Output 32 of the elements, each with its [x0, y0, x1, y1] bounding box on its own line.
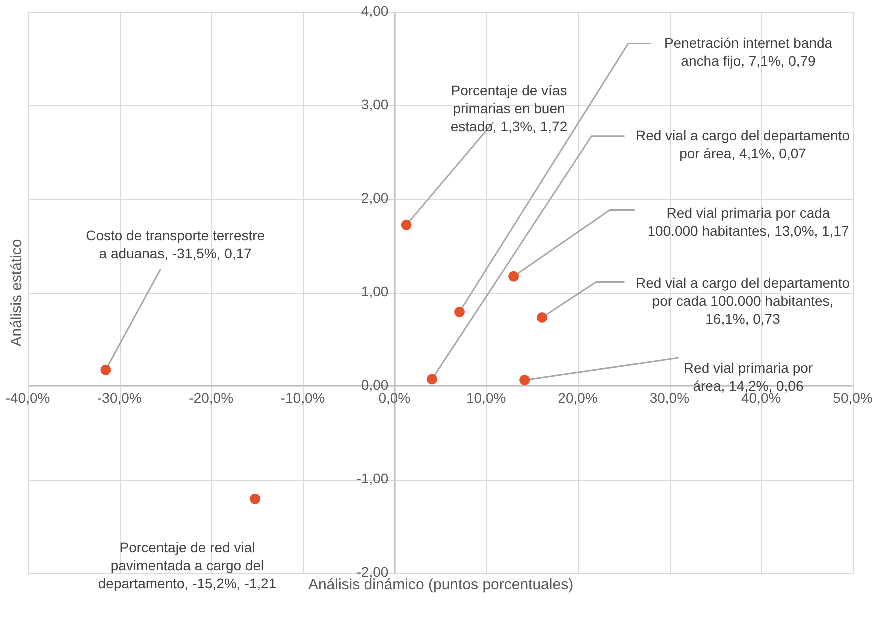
x-tick-label: 50,0%	[833, 390, 873, 406]
x-tick-label: -40,0%	[6, 390, 50, 406]
annotation: Costo de transporte terrestre a aduanas, -31,5%, 0,17	[86, 227, 266, 262]
y-axis-title: Análisis estático	[8, 239, 26, 347]
y-tick-label: 2,00	[361, 190, 389, 206]
point	[250, 494, 261, 504]
x-tick-label: -10,0%	[280, 390, 326, 406]
point	[427, 374, 438, 385]
point	[537, 312, 548, 323]
x-tick-label: 20,0%	[558, 390, 598, 406]
annotation: Red vial a cargo del departamento por cada 100.000 habitantes, 16,1%, 0,73	[636, 275, 850, 328]
y-tick-label: 3,00	[361, 96, 389, 112]
y-tick-label: 4,00	[361, 3, 389, 19]
x-tick-label: -20,0%	[189, 390, 234, 406]
annotation: Red vial a cargo del departamento por área, 4,1%, 0,07	[636, 127, 850, 162]
annotation: Red vial primaria por cada 100.000 habitantes, 13,0%, 1,17	[648, 204, 850, 239]
annotation: Porcentaje de red vial pavimentada a cargo del departamento, -15,2%, -1,21	[98, 540, 277, 592]
x-tick-label: 30,0%	[650, 390, 690, 406]
annotation: Porcentaje de vías primarias en buen estado, 1,3%, 1,72	[450, 82, 568, 134]
point	[100, 364, 112, 376]
y-tick-label: 1,00	[361, 284, 389, 300]
annotation: Penetración internet banda ancha fijo, 7,1%, 0,79	[664, 34, 833, 69]
y-tick-label: -1,00	[356, 470, 389, 486]
point	[454, 306, 465, 318]
point	[508, 271, 520, 282]
y-tick-label: 0,00	[361, 377, 389, 393]
y-tick-label: -2,00	[356, 564, 389, 580]
x-tick-label: 10,0%	[466, 390, 506, 406]
point	[401, 220, 412, 230]
x-tick-label: 0,0%	[378, 390, 411, 406]
x-tick-label: -30,0%	[97, 390, 142, 406]
point	[520, 375, 530, 386]
